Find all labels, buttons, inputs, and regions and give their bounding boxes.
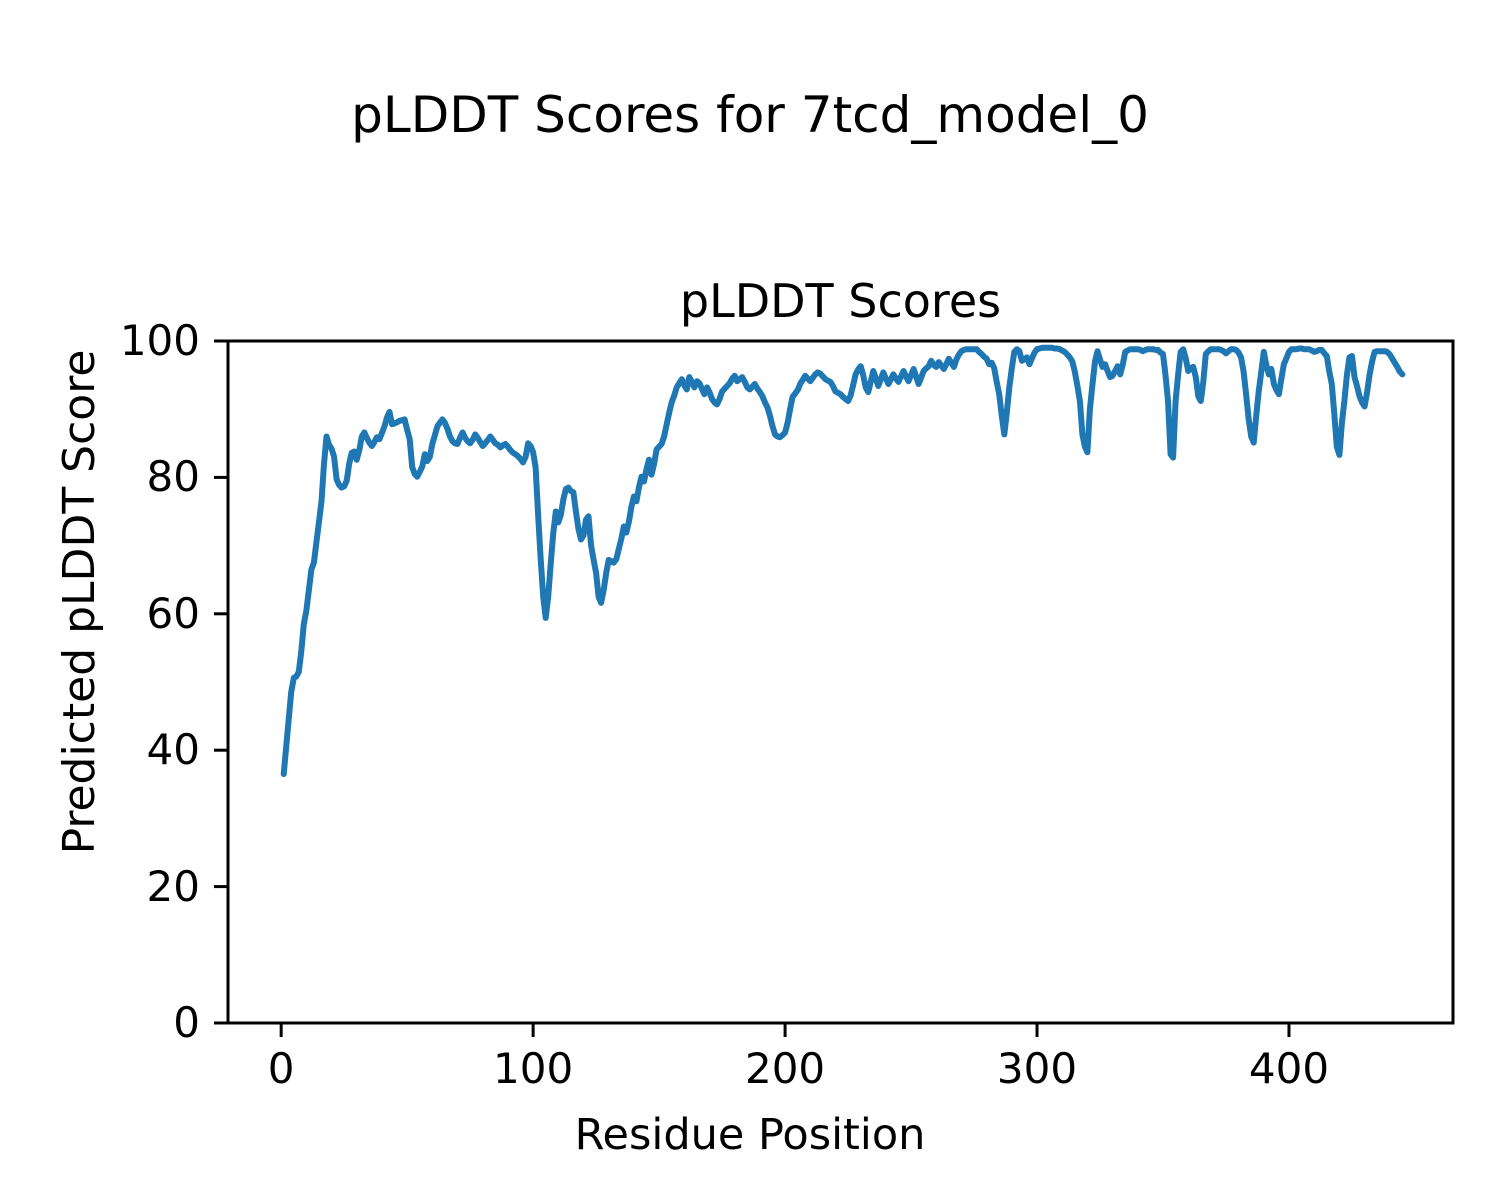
plddt-score-line xyxy=(280,344,1406,778)
y-axis-label: Predicted pLDDT Score xyxy=(54,349,105,855)
x-tick-label: 200 xyxy=(744,1044,826,1093)
axes-title: pLDDT Scores xyxy=(679,274,1002,328)
y-tick-label: 60 xyxy=(146,588,200,638)
y-tick-label: 40 xyxy=(146,725,200,775)
x-tick-label: 100 xyxy=(493,1044,574,1093)
figure-title: pLDDT Scores for 7tcd_model_0 xyxy=(351,86,1149,144)
y-tick-label: 80 xyxy=(146,452,200,502)
y-tick-label: 20 xyxy=(146,861,200,911)
x-tick-label: 0 xyxy=(267,1044,295,1093)
y-tick-label: 0 xyxy=(173,998,200,1047)
x-tick-label: 400 xyxy=(1248,1044,1330,1093)
x-axis-label: Residue Position xyxy=(574,1110,926,1160)
axes-spines xyxy=(226,339,1455,1025)
x-tick-label: 300 xyxy=(996,1044,1078,1093)
y-tick-label: 100 xyxy=(119,316,200,365)
